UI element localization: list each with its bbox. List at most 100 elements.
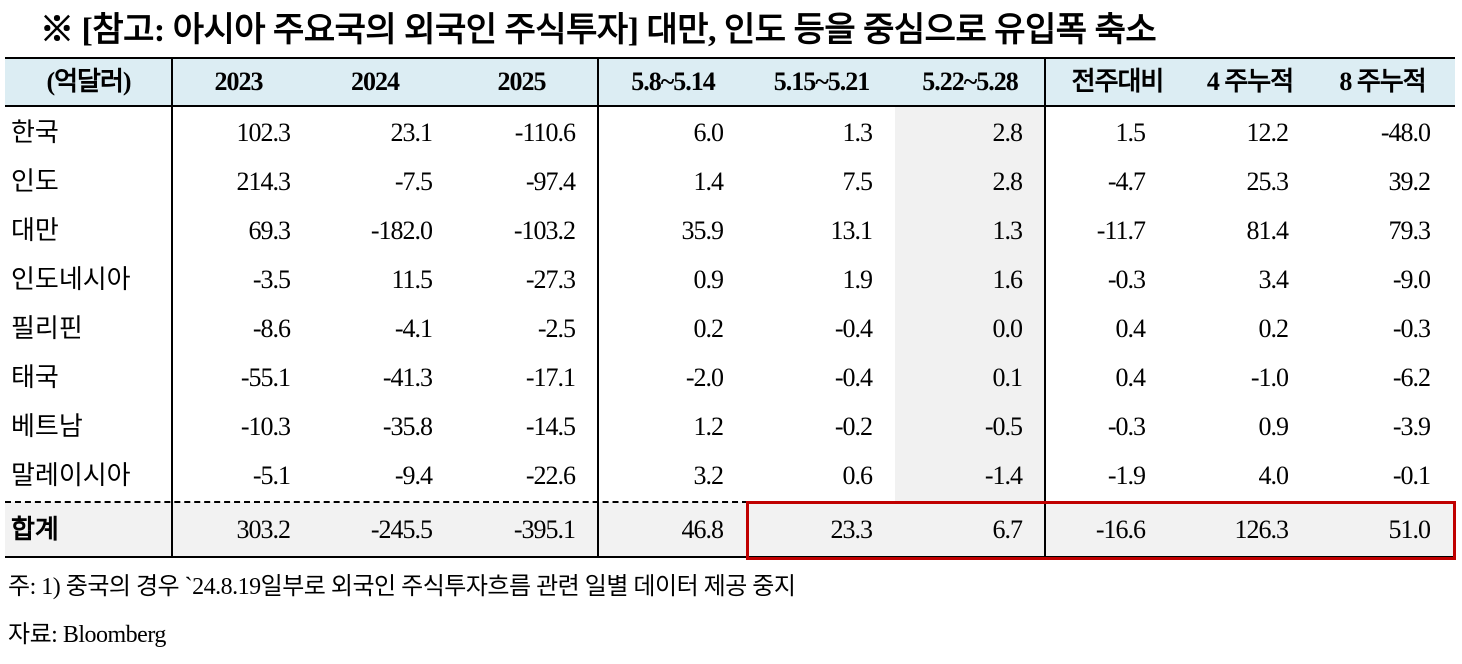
- total-cell: 126.3: [1234, 515, 1290, 544]
- table-cell: -22.6: [525, 461, 576, 490]
- row-label: 인도: [11, 167, 59, 196]
- table-cell: -0.3: [1392, 314, 1431, 343]
- table-cell: 11.5: [391, 265, 433, 294]
- total-cell: 51.0: [1388, 515, 1432, 544]
- row-label: 한국: [11, 118, 59, 147]
- table-cell: -1.0: [1250, 363, 1289, 392]
- table-cell: 3.4: [1258, 265, 1290, 294]
- table-cell: 1.3: [842, 118, 874, 147]
- table-cell: -2.0: [685, 363, 724, 392]
- total-cell: 46.8: [681, 515, 725, 544]
- column-header: (억달러): [46, 67, 131, 96]
- divider: [597, 58, 599, 557]
- dashed-rule: [5, 501, 748, 503]
- table-cell: 0.2: [693, 314, 725, 343]
- table-cell: 25.3: [1246, 167, 1290, 196]
- row-label: 필리핀: [11, 314, 83, 343]
- divider: [171, 58, 173, 557]
- table-cell: 1.4: [693, 167, 725, 196]
- table-cell: -3.9: [1392, 412, 1431, 441]
- total-cell: 303.2: [236, 515, 292, 544]
- table-cell: 2.8: [992, 118, 1024, 147]
- rule: [5, 105, 1455, 107]
- row-label: 대만: [11, 216, 59, 245]
- table-cell: 6.0: [693, 118, 725, 147]
- column-header: 2024: [351, 67, 400, 96]
- total-cell: -395.1: [513, 515, 576, 544]
- highlight-box: [746, 501, 1456, 560]
- table-cell: -2.5: [537, 314, 576, 343]
- table-cell: -0.3: [1107, 265, 1146, 294]
- table-cell: 102.3: [236, 118, 292, 147]
- column-header: 4 주누적: [1206, 67, 1294, 96]
- table-cell: 23.1: [390, 118, 434, 147]
- table-cell: 3.2: [693, 461, 725, 490]
- table-cell: -0.3: [1107, 412, 1146, 441]
- table-cell: -11.7: [1096, 216, 1146, 245]
- table-cell: -55.1: [240, 363, 291, 392]
- total-label: 합계: [11, 515, 59, 544]
- table-cell: -4.1: [394, 314, 433, 343]
- table-cell: -17.1: [525, 363, 576, 392]
- column-header: 2023: [214, 67, 264, 96]
- total-cell: 6.7: [992, 515, 1024, 544]
- header-bg: [5, 58, 1455, 106]
- column-header: 5.8~5.14: [631, 67, 716, 96]
- table-cell: -8.6: [252, 314, 291, 343]
- column-header: 2025: [497, 67, 547, 96]
- table-cell: -0.2: [834, 412, 873, 441]
- table-cell: 13.1: [830, 216, 874, 245]
- table-cell: -35.8: [382, 412, 433, 441]
- column-header: 5.15~5.21: [773, 67, 871, 96]
- table-cell: 0.9: [1258, 412, 1290, 441]
- table-cell: -0.5: [984, 412, 1023, 441]
- table-cell: -6.2: [1392, 363, 1431, 392]
- table-cell: 0.1: [992, 363, 1024, 392]
- table-cell: -9.0: [1392, 265, 1431, 294]
- table-cell: -41.3: [382, 363, 433, 392]
- table-cell: 214.3: [236, 167, 292, 196]
- table-cell: -1.9: [1107, 461, 1146, 490]
- row-label: 베트남: [11, 412, 83, 441]
- rule: [5, 556, 1455, 558]
- table-cell: 1.6: [992, 265, 1024, 294]
- footnote: 주: 1) 중국의 경우 `24.8.19일부로 외국인 주식투자흐름 관련 일…: [8, 574, 796, 600]
- table-cell: -103.2: [513, 216, 576, 245]
- column-header: 5.22~5.28: [922, 67, 1019, 96]
- total-cell: -245.5: [370, 515, 433, 544]
- table-cell: -48.0: [1380, 118, 1431, 147]
- table-cell: 0.0: [992, 314, 1024, 343]
- table-cell: -5.1: [252, 461, 291, 490]
- table-cell: 1.2: [693, 412, 725, 441]
- table-cell: -0.4: [834, 314, 873, 343]
- table-cell: -9.4: [394, 461, 433, 490]
- table-cell: 7.5: [842, 167, 874, 196]
- table-cell: 4.0: [1258, 461, 1290, 490]
- table-cell: 79.3: [1388, 216, 1432, 245]
- table-cell: -0.4: [834, 363, 873, 392]
- row-label: 태국: [11, 363, 59, 392]
- row-label: 인도네시아: [11, 265, 131, 294]
- table-cell: 1.3: [992, 216, 1024, 245]
- source: 자료: Bloomberg: [8, 622, 166, 648]
- table-cell: -110.6: [514, 118, 576, 147]
- total-bg: [5, 502, 1455, 557]
- table-cell: -1.4: [984, 461, 1023, 490]
- table-cell: -97.4: [525, 167, 576, 196]
- table-cell: 81.4: [1246, 216, 1290, 245]
- table-cell: 0.4: [1115, 363, 1147, 392]
- column-header: 전주대비: [1071, 67, 1165, 96]
- table-cell: -10.3: [240, 412, 291, 441]
- table-cell: 12.2: [1246, 118, 1290, 147]
- total-cell: 23.3: [830, 515, 874, 544]
- table-cell: 1.9: [842, 265, 874, 294]
- divider: [1044, 58, 1046, 557]
- table-cell: -7.5: [394, 167, 433, 196]
- table-cell: 35.9: [681, 216, 725, 245]
- shaded-column: [895, 107, 1045, 502]
- table-cell: 1.5: [1115, 118, 1147, 147]
- column-header: 8 주누적: [1339, 67, 1426, 96]
- table-cell: 0.9: [693, 265, 725, 294]
- table-cell: 2.8: [992, 167, 1024, 196]
